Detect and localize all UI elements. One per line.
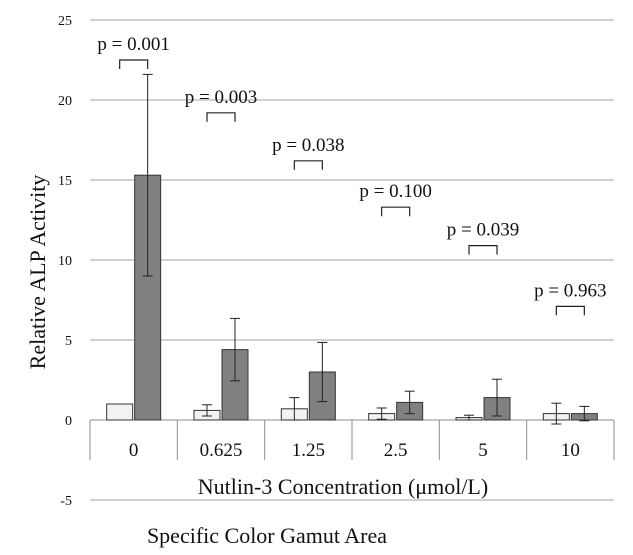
y-tick-label: 25 <box>58 14 72 29</box>
significance-bracket <box>293 160 323 170</box>
error-bars <box>142 73 590 425</box>
y-tick-label: 20 <box>58 94 72 109</box>
p-value-label: p = 0.038 <box>272 135 344 156</box>
bar <box>106 403 134 421</box>
y-tick-label: 5 <box>65 334 72 349</box>
chart-caption: Specific Color Gamut Area <box>147 523 387 548</box>
significance-bracket <box>468 245 498 255</box>
x-category-label: 5 <box>478 440 488 461</box>
y-tick-labels: -5 0 5 10 15 20 25 <box>58 14 72 509</box>
p-value-label: p = 0.001 <box>97 34 169 55</box>
y-axis-title: Relative ALP Activity <box>25 175 50 370</box>
x-category-label: 1.25 <box>292 440 325 461</box>
significance-bracket <box>555 305 585 316</box>
significance-bracket <box>381 206 411 217</box>
p-value-label: p = 0.100 <box>359 181 431 202</box>
y-tick-label: 15 <box>58 174 72 189</box>
y-tick-label: 10 <box>58 254 72 269</box>
significance-bracket <box>206 112 236 122</box>
significance-bracket <box>119 59 149 69</box>
bars <box>106 174 598 421</box>
y-tick-label: 0 <box>65 414 72 429</box>
y-tick-label: -5 <box>60 494 72 509</box>
p-value-label: p = 0.963 <box>534 280 606 301</box>
p-value-annotations: p = 0.001 p = 0.003 p = 0.038 p = 0.100 p = … <box>97 34 607 316</box>
p-value-label: p = 0.003 <box>185 87 257 108</box>
p-value-label: p = 0.039 <box>447 220 519 241</box>
x-category-label: 2.5 <box>384 440 408 461</box>
gridlines <box>89 19 615 501</box>
x-category-label: 0.625 <box>200 440 243 461</box>
x-axis-title: Nutlin-3 Concentration (μmol/L) <box>198 474 488 499</box>
x-category-label: 10 <box>561 440 580 461</box>
x-category-label: 0 <box>129 440 139 461</box>
x-category-labels: 0 0.625 1.25 2.5 5 10 <box>129 440 580 461</box>
